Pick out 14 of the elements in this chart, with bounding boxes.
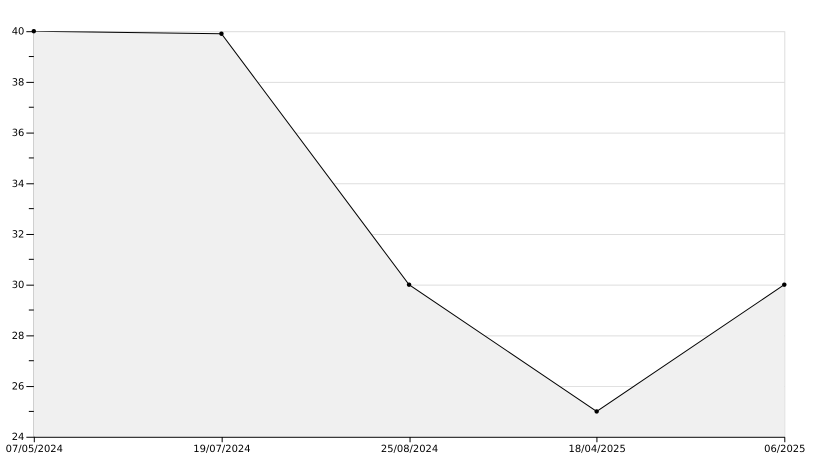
y-tick-label: 26: [12, 382, 24, 393]
y-tick-label: 32: [12, 229, 24, 240]
y-tick-label: 36: [12, 128, 24, 140]
x-tick-label: 25/08/2024: [380, 444, 438, 456]
y-tick-label: 24: [12, 432, 24, 444]
x-tick-label: 06/2025: [764, 444, 806, 456]
x-tick-label: 07/05/2024: [6, 444, 63, 456]
x-tick-label: 19/07/2024: [193, 444, 251, 456]
y-tick-label: 30: [12, 280, 24, 292]
y-tick-label: 28: [12, 330, 24, 342]
y-tick-label: 34: [12, 178, 24, 190]
y-tick-label: 40: [12, 26, 24, 38]
x-tick-label: 18/04/2025: [568, 444, 626, 456]
y-tick-label: 38: [12, 77, 24, 88]
